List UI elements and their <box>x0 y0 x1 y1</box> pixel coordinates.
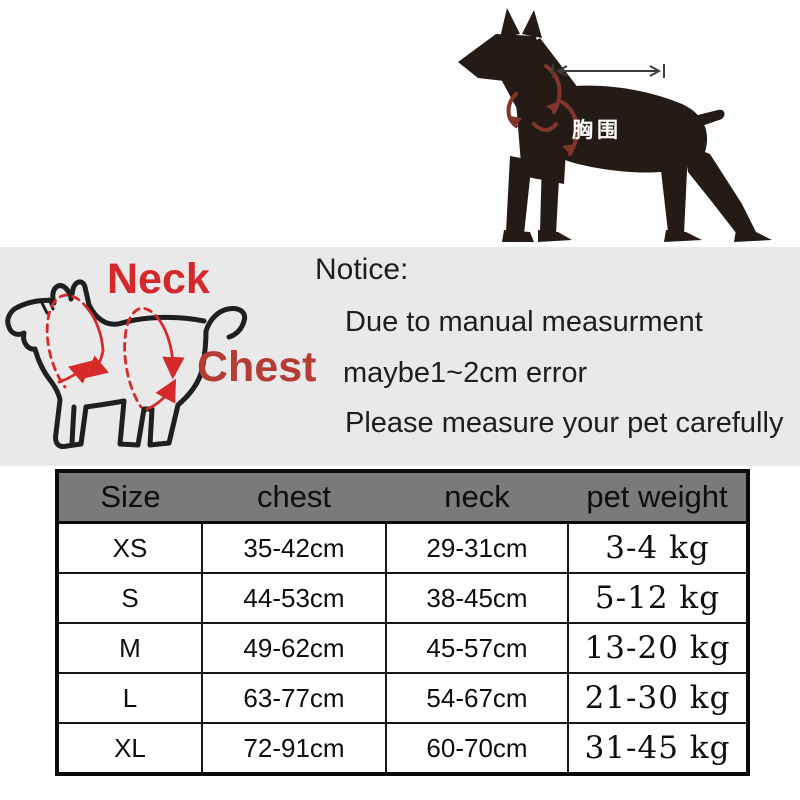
harness-arrowheads <box>510 102 576 154</box>
cell-neck: 38-45cm <box>385 572 569 624</box>
notice-line-2: maybe1~2cm error <box>343 357 588 389</box>
cell-size: M <box>56 622 203 674</box>
header-chest: chest <box>202 471 386 524</box>
cell-weight: 3-4 kg <box>567 521 749 574</box>
cell-neck: 45-57cm <box>385 622 569 674</box>
cell-chest: 63-77cm <box>201 672 387 724</box>
cell-size: XS <box>56 521 203 574</box>
cell-size: L <box>56 672 203 724</box>
notice-line-3: Please measure your pet carefully <box>345 407 784 439</box>
size-table-header-row: Size chest neck pet weight <box>57 471 748 524</box>
table-row-xl: XL 72-91cm 60-70cm 31-45 kg <box>56 722 749 775</box>
cell-chest: 72-91cm <box>201 722 387 775</box>
size-table: Size chest neck pet weight XS 35-42cm 29… <box>55 469 750 776</box>
cell-neck: 54-67cm <box>385 672 569 724</box>
header-size: Size <box>57 471 202 524</box>
notice-line-1: Due to manual measurment <box>345 306 703 338</box>
notice-title: Notice: <box>315 253 409 286</box>
table-row-l: L 63-77cm 54-67cm 21-30 kg <box>56 672 749 724</box>
cell-chest: 44-53cm <box>201 572 387 624</box>
size-chart-section: Size chest neck pet weight XS 35-42cm 29… <box>0 466 800 800</box>
cell-weight: 21-30 kg <box>567 672 749 724</box>
cell-chest: 35-42cm <box>201 521 387 574</box>
table-row-s: S 44-53cm 38-45cm 5-12 kg <box>56 572 749 624</box>
dog-sketch-illustration <box>5 279 248 449</box>
cell-weight: 13-20 kg <box>567 622 749 674</box>
cell-weight: 5-12 kg <box>567 572 749 624</box>
chest-girth-cn-label: 胸围 <box>572 119 622 142</box>
table-row-m: M 49-62cm 45-57cm 13-20 kg <box>56 622 749 674</box>
cell-weight: 31-45 kg <box>567 722 749 775</box>
cell-size: S <box>56 572 203 624</box>
table-row-xs: XS 35-42cm 29-31cm 3-4 kg <box>56 521 749 574</box>
cell-size: XL <box>56 722 203 775</box>
chest-label: Chest <box>197 343 317 391</box>
doberman-silhouette-illustration <box>458 8 772 242</box>
header-pet-weight: pet weight <box>568 471 748 524</box>
measurement-illustration-section: 胸围 <box>0 0 800 247</box>
cell-chest: 49-62cm <box>201 622 387 674</box>
cell-neck: 60-70cm <box>385 722 569 775</box>
cell-neck: 29-31cm <box>385 521 569 574</box>
length-measure-arrow-icon <box>552 64 665 78</box>
neck-label: Neck <box>107 255 210 303</box>
notice-section: Neck Chest Notice: Due to manual measurm… <box>0 247 800 466</box>
header-neck: neck <box>386 471 568 524</box>
